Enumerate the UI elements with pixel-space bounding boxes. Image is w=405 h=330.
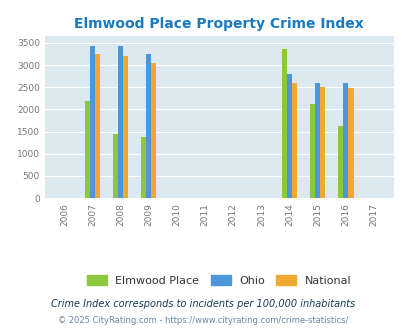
Bar bbox=[95, 54, 100, 198]
Bar bbox=[118, 47, 123, 198]
Bar bbox=[343, 83, 347, 198]
Bar bbox=[90, 46, 95, 198]
Bar bbox=[286, 74, 292, 198]
Bar bbox=[320, 87, 324, 198]
Bar bbox=[292, 83, 296, 198]
Legend: Elmwood Place, Ohio, National: Elmwood Place, Ohio, National bbox=[83, 272, 354, 289]
Bar bbox=[309, 104, 315, 198]
Bar bbox=[113, 134, 118, 198]
Bar bbox=[337, 126, 343, 198]
Bar bbox=[281, 49, 286, 198]
Text: Crime Index corresponds to incidents per 100,000 inhabitants: Crime Index corresponds to incidents per… bbox=[51, 299, 354, 309]
Text: © 2025 CityRating.com - https://www.cityrating.com/crime-statistics/: © 2025 CityRating.com - https://www.city… bbox=[58, 316, 347, 325]
Title: Elmwood Place Property Crime Index: Elmwood Place Property Crime Index bbox=[74, 17, 363, 31]
Bar bbox=[85, 101, 90, 198]
Bar bbox=[141, 137, 146, 198]
Bar bbox=[146, 53, 151, 198]
Bar bbox=[123, 56, 128, 198]
Bar bbox=[151, 63, 156, 198]
Bar bbox=[315, 83, 320, 198]
Bar bbox=[347, 88, 353, 198]
